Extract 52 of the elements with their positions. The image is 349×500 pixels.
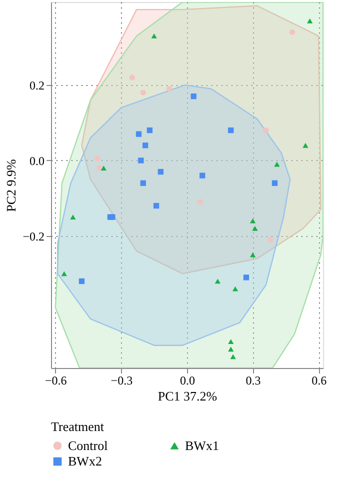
x-tick-label: 0.6 [312,374,327,388]
point [307,18,313,24]
point [228,127,234,134]
x-axis-title: PC1 37.2% [158,388,218,404]
x-tick-label: −0.6 [44,374,67,388]
point [230,354,236,360]
point [138,158,144,164]
point [140,180,146,186]
y-tick-label: −0.2 [22,229,44,244]
point [214,278,221,284]
point [110,214,116,220]
point [166,86,172,92]
point [272,180,278,186]
point [263,127,269,134]
x-tick-label: 0.0 [180,374,195,388]
point [140,90,146,96]
point [94,156,100,162]
point [232,286,238,292]
x-tick-label: 0.3 [246,374,261,388]
point [197,199,203,205]
point [250,218,256,224]
point [243,274,250,280]
point [96,165,102,171]
point [302,142,308,148]
x-tick-label: −0.3 [110,374,133,388]
point [153,202,160,209]
point [200,172,206,178]
point [146,127,153,134]
point [136,131,142,137]
point [268,236,274,243]
y-tick-label: 0.0 [30,154,44,168]
y-axis-title: PC2 9.9% [4,158,19,212]
legend-label: BWx2 [68,454,102,468]
point [100,166,106,170]
y-tick-label: 0.2 [30,78,44,93]
point [274,162,280,167]
point [250,252,256,258]
point [151,34,157,38]
point [190,94,196,100]
point [158,168,164,175]
point [129,74,135,80]
point [61,271,67,276]
point [70,214,76,220]
point [289,29,296,36]
point [228,339,234,344]
legend-label: BWx1 [185,438,219,453]
point [252,226,258,231]
legend-title: Treatment [51,419,104,434]
legend-label: Control [68,438,108,453]
point [142,142,148,148]
point [228,346,234,352]
point [78,278,85,284]
